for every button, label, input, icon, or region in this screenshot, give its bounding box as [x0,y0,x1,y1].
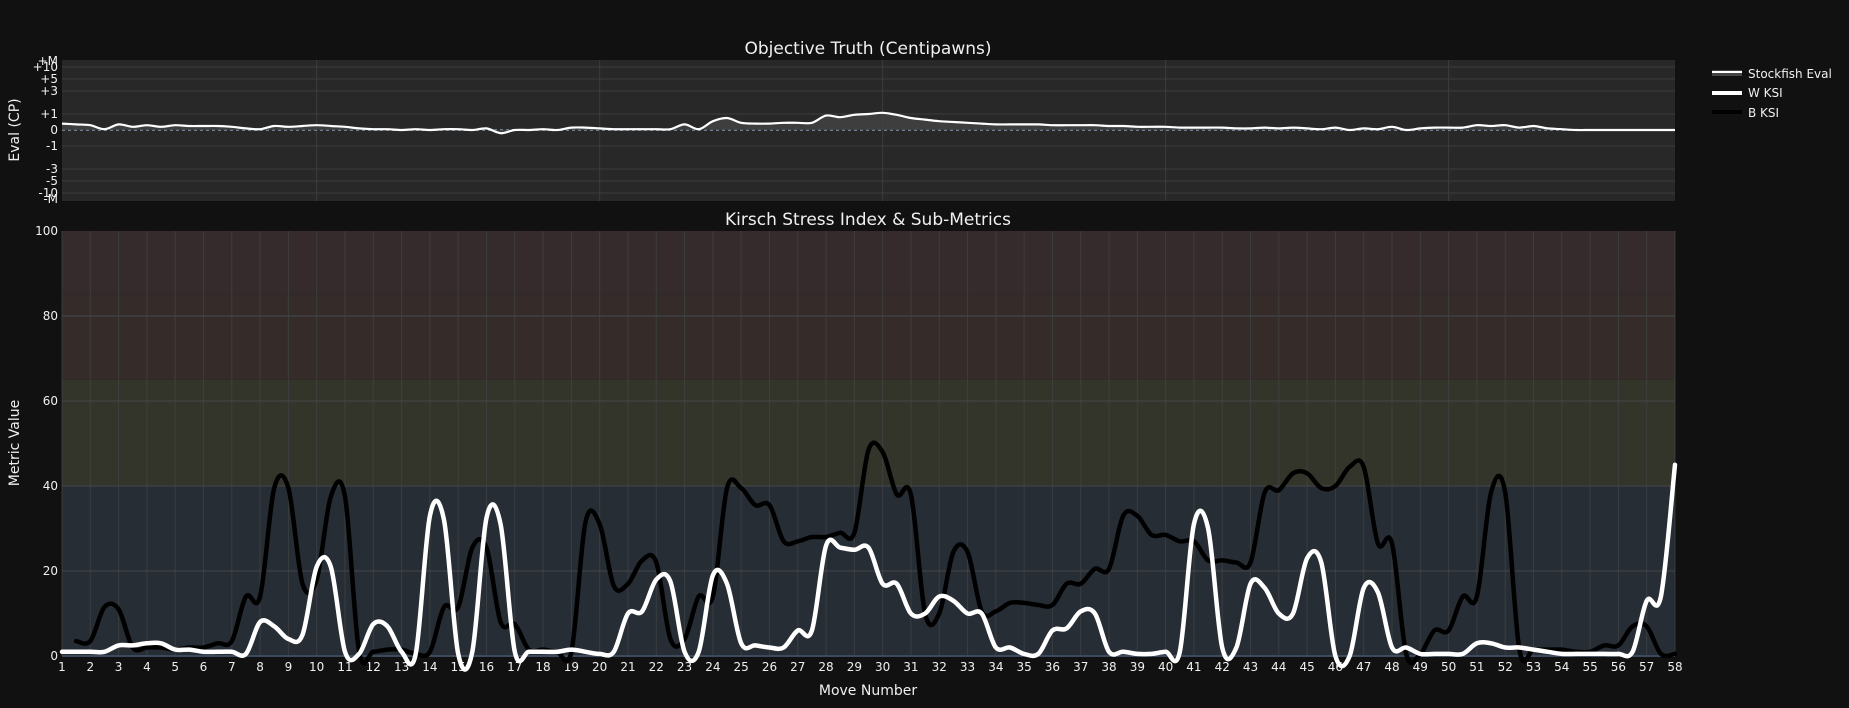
move-tick: 30 [875,660,890,674]
move-tick: 2 [86,660,94,674]
move-tick: 52 [1498,660,1513,674]
ksi-y-tick-labels: 0 20 40 60 80 100 [35,224,58,663]
legend-item-stockfish-eval[interactable]: Stockfish Eval [1712,67,1832,81]
move-tick: 57 [1639,660,1654,674]
move-tick: 40 [1158,660,1173,674]
move-tick: 21 [620,660,635,674]
move-tick: 47 [1356,660,1371,674]
eval-y-tick: +1 [40,107,58,121]
move-tick: 4 [143,660,151,674]
eval-y-tick: -M [43,192,58,206]
move-tick: 53 [1526,660,1541,674]
move-tick: 6 [200,660,208,674]
move-tick: 50 [1441,660,1456,674]
move-tick: 37 [1073,660,1088,674]
move-tick: 33 [960,660,975,674]
move-tick: 13 [394,660,409,674]
move-tick: 18 [535,660,550,674]
eval-y-tick: -10 [38,186,58,200]
eval-y-axis-label: Eval (CP) [7,98,23,161]
move-tick: 11 [337,660,352,674]
eval-y-tick: +10 [33,60,58,74]
move-tick: 29 [847,660,862,674]
legend: Stockfish Eval W KSI B KSI [1712,67,1832,120]
move-tick: 48 [1384,660,1399,674]
eval-y-tick: -1 [46,139,58,153]
move-tick: 7 [228,660,236,674]
move-tick: 54 [1554,660,1569,674]
move-tick: 42 [1215,660,1230,674]
move-tick: 26 [762,660,777,674]
ksi-y-axis-label: Metric Value [7,400,23,486]
move-tick: 34 [988,660,1003,674]
legend-label: Stockfish Eval [1748,67,1832,81]
ksi-chart-title: Kirsch Stress Index & Sub-Metrics [725,210,1011,230]
move-tick: 5 [171,660,179,674]
band-moderate [62,379,1675,486]
eval-chart: Objective Truth (Centipawns) +M+10+5+3+1… [7,39,1675,206]
move-tick: 1 [58,660,66,674]
move-tick: 56 [1611,660,1626,674]
ksi-y-tick: 80 [43,309,58,323]
move-tick: 35 [1016,660,1031,674]
ksi-y-tick: 20 [43,564,58,578]
move-tick: 31 [903,660,918,674]
move-tick: 41 [1186,660,1201,674]
move-tick: 44 [1271,660,1286,674]
move-tick: 38 [1101,660,1116,674]
move-tick: 16 [479,660,494,674]
eval-y-tick: -3 [46,162,58,176]
eval-chart-title: Objective Truth (Centipawns) [744,39,991,59]
legend-item-b-ksi[interactable]: B KSI [1712,106,1779,120]
move-tick: 27 [790,660,805,674]
move-tick: 58 [1667,660,1682,674]
b-ksi-line[interactable] [73,440,1678,666]
move-tick: 32 [932,660,947,674]
move-tick: 3 [115,660,123,674]
move-tick: 49 [1413,660,1428,674]
w-ksi-line[interactable] [59,462,1678,672]
stockfish-eval-line[interactable] [61,111,1675,135]
move-tick: 8 [256,660,264,674]
eval-gridlines [62,60,1675,201]
ksi-x-axis-label: Move Number [819,683,917,699]
move-tick: 23 [677,660,692,674]
band-critical [62,231,1675,295]
move-tick: 10 [309,660,324,674]
move-tick: 20 [592,660,607,674]
legend-label: B KSI [1748,106,1779,120]
legend-item-w-ksi[interactable]: W KSI [1712,86,1783,100]
move-tick: 45 [1299,660,1314,674]
move-tick: 17 [507,660,522,674]
eval-y-tick: +M [38,54,58,68]
eval-y-tick: +3 [40,84,58,98]
move-tick: 24 [705,660,720,674]
move-tick: 28 [818,660,833,674]
ksi-y-tick: 0 [50,649,58,663]
eval-y-tick: 0 [50,123,58,137]
move-number-tick-labels: 1 2 3 4 5 6 7 8 9 10 11 12 13 14 15 16 17 18 19 20 21 22 23 24 2… [58,660,1682,674]
ksi-chart: Kirsch Stress Index & Sub-Metrics 0 20 40 6… [7,210,1683,699]
band-high [62,294,1675,380]
move-tick: 22 [649,660,664,674]
ksi-y-tick: 40 [43,479,58,493]
move-tick: 25 [734,660,749,674]
move-tick: 9 [285,660,293,674]
move-tick: 43 [1243,660,1258,674]
eval-y-tick: -5 [46,174,58,188]
legend-label: W KSI [1748,86,1783,100]
move-tick: 12 [366,660,381,674]
eval-y-tick-labels: +M+10+5+3+10-1-3-5-10-M [33,54,58,206]
move-tick: 39 [1130,660,1145,674]
move-tick: 51 [1469,660,1484,674]
eval-y-tick: +5 [40,72,58,86]
ksi-y-tick: 60 [43,394,58,408]
ksi-y-tick: 100 [35,224,58,238]
move-tick: 36 [1045,660,1060,674]
move-tick: 14 [422,660,437,674]
move-tick: 55 [1582,660,1597,674]
